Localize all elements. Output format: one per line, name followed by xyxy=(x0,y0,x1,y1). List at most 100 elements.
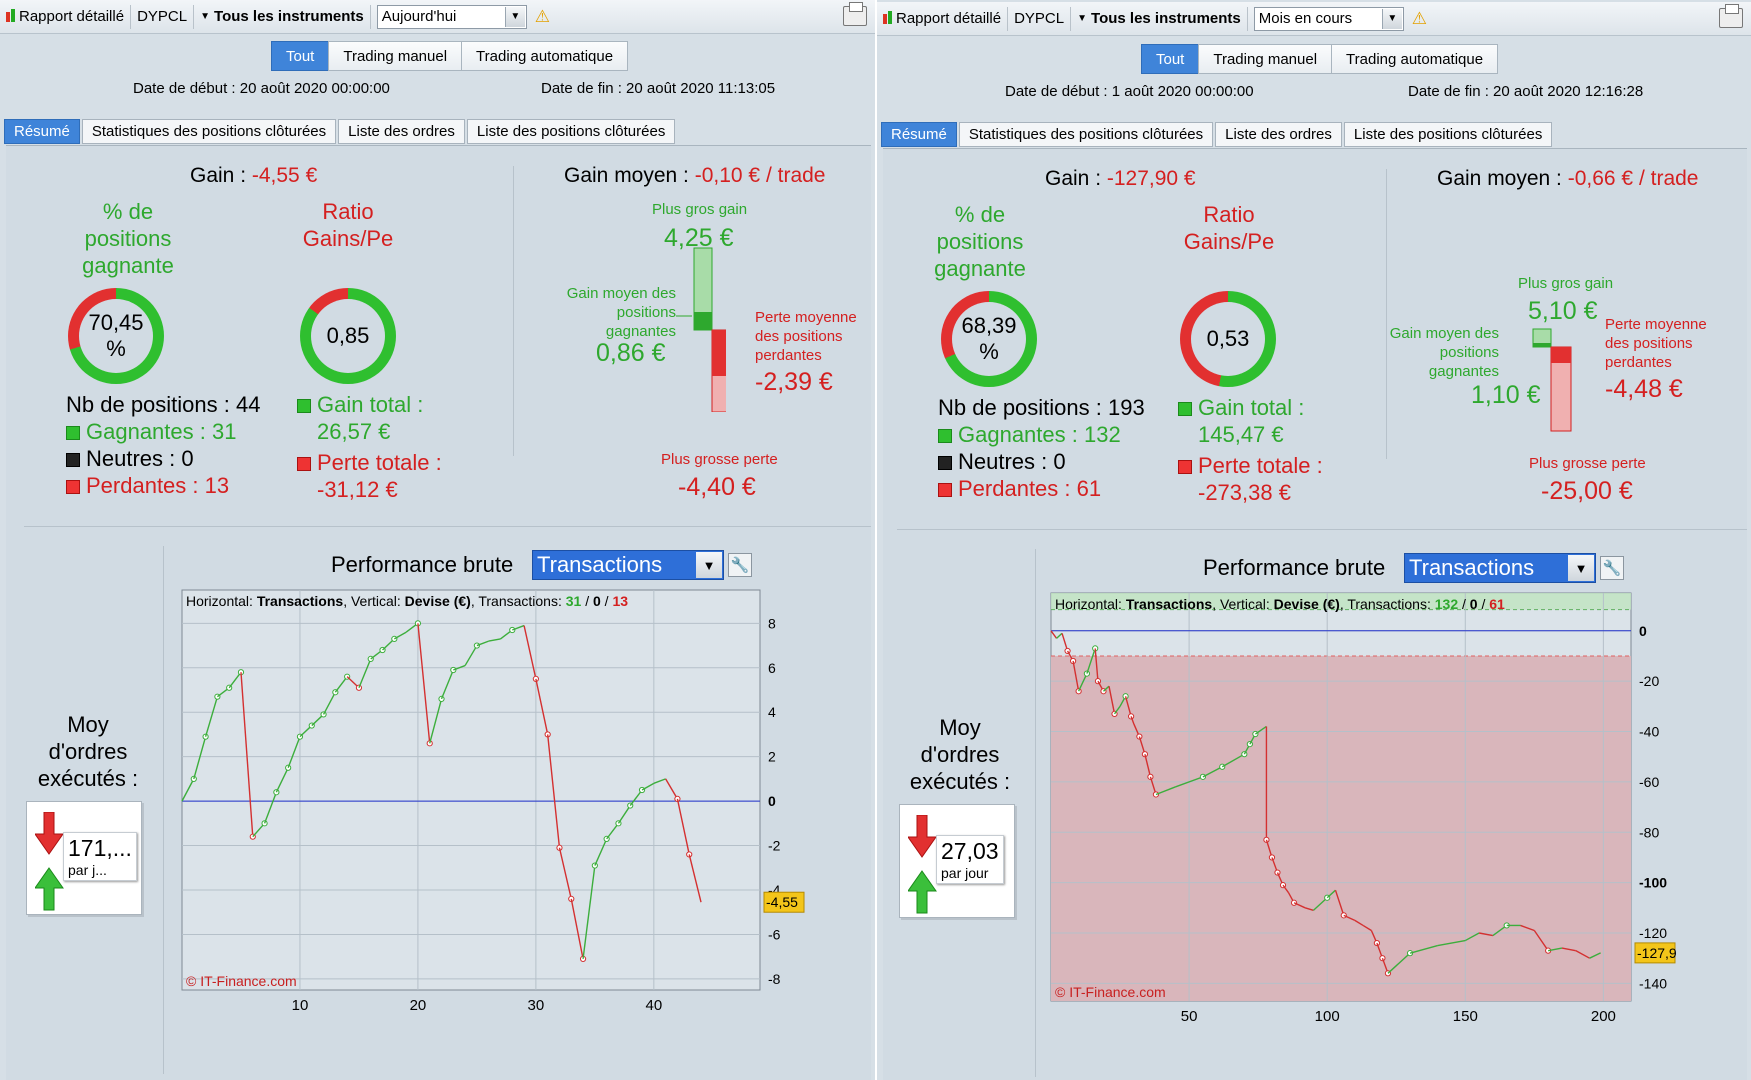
segment-auto[interactable]: Trading automatique xyxy=(1331,44,1499,74)
equity-segment xyxy=(1343,914,1356,922)
tab-summary[interactable]: Résumé xyxy=(881,122,957,147)
segment-all[interactable]: Tout xyxy=(271,41,330,71)
data-point xyxy=(1373,939,1381,947)
nb-positions-value: 44 xyxy=(235,392,261,417)
ratio-line2: Gains/Pe xyxy=(1183,229,1275,254)
equity-segment xyxy=(1387,952,1411,974)
instruments-dropdown[interactable]: ▼ Tous les instruments xyxy=(194,4,371,29)
tab-orders[interactable]: Liste des ordres xyxy=(1215,122,1342,147)
divider xyxy=(1386,169,1387,459)
tab-closed-stats[interactable]: Statistiques des positions clôturées xyxy=(81,119,337,144)
losers-value: 61 xyxy=(1076,476,1102,501)
segment-manual[interactable]: Trading manuel xyxy=(1198,44,1333,74)
ratio-title: Ratio Gains/Pe xyxy=(1169,201,1289,255)
avg-orders-title: Moy d'ordres exécutés : xyxy=(28,711,148,792)
avg-loss-bar xyxy=(1551,347,1571,363)
up-arrow-icon xyxy=(908,870,937,914)
pct-winning-line1: % de xyxy=(102,199,154,224)
tab-closed-list[interactable]: Liste des positions clôturées xyxy=(1343,122,1553,147)
dropdown-arrow-icon[interactable]: ▼ xyxy=(696,552,722,578)
instruments-dropdown[interactable]: ▼ Tous les instruments xyxy=(1071,6,1248,31)
chart-header-part: / xyxy=(1458,596,1470,612)
report-panel-right: Rapport détaillé DYPCL ▼ Tous les instrum… xyxy=(877,0,1751,1080)
equity-segment xyxy=(1589,952,1601,959)
equity-segment xyxy=(1575,950,1590,959)
performance-title: Performance brute xyxy=(331,552,514,577)
report-button[interactable]: Rapport détaillé xyxy=(0,4,132,29)
printer-icon[interactable] xyxy=(843,2,867,26)
last-value-text: -127,9 xyxy=(1637,945,1677,961)
nb-positions-value: 193 xyxy=(1107,395,1145,420)
nb-positions: Nb de positions : 193 xyxy=(938,395,1145,421)
gain-total-label: Gain total : xyxy=(317,392,424,417)
chart-header-part: , Vertical: xyxy=(1212,596,1273,612)
period-select[interactable]: Aujourd'hui ▼ xyxy=(376,4,527,29)
segment-all[interactable]: Tout xyxy=(1141,44,1200,74)
equity-segment xyxy=(688,854,702,903)
chart-header: Horizontal: Transactions, Vertical: Devi… xyxy=(186,593,628,609)
report-button[interactable]: Rapport détaillé xyxy=(877,6,1009,31)
gain-total-label: Gain total : xyxy=(1198,395,1305,420)
equity-segment xyxy=(523,625,537,680)
report-panel-left: Rapport détaillé DYPCL ▼ Tous les instrum… xyxy=(0,0,875,1080)
tab-closed-stats[interactable]: Statistiques des positions clôturées xyxy=(958,122,1214,147)
equity-segment xyxy=(1437,939,1466,947)
equity-segment xyxy=(429,698,443,744)
x-tick-label: 20 xyxy=(410,997,427,1014)
neutral-count: Neutres : 0 xyxy=(938,449,1066,475)
gain-loss-bars xyxy=(1532,328,1572,432)
warning-icon[interactable]: ⚠ xyxy=(534,6,551,26)
perte-totale-label: Perte totale : xyxy=(317,450,442,475)
perte-totale-label: Perte totale : xyxy=(1198,453,1323,478)
gain-total-value: 26,57 € xyxy=(317,419,391,444)
tab-summary[interactable]: Résumé xyxy=(4,119,80,144)
summary-content: Gain : -127,90 € % de positions gagnante… xyxy=(883,148,1747,1080)
y-tick-label: 0 xyxy=(1639,623,1647,639)
red-square-icon xyxy=(297,457,311,471)
equity-segment xyxy=(1086,648,1096,674)
pct-winning-title: % de positions gagnante xyxy=(910,201,1050,282)
tab-bar: Résumé Statistiques des positions clôtur… xyxy=(881,122,1554,147)
tab-orders[interactable]: Liste des ordres xyxy=(338,119,465,144)
equity-segment xyxy=(1124,696,1132,717)
performance-select[interactable]: Transactions ▼ xyxy=(532,550,724,580)
performance-select[interactable]: Transactions ▼ xyxy=(1404,553,1596,583)
tab-closed-list[interactable]: Liste des positions clôturées xyxy=(466,119,676,144)
equity-segment xyxy=(1362,924,1372,932)
losers-count: Perdantes : 13 xyxy=(66,473,229,499)
wrench-icon[interactable]: 🔧 xyxy=(1600,556,1624,580)
dropdown-arrow-icon[interactable]: ▼ xyxy=(1568,555,1594,581)
account-button[interactable]: DYPCL xyxy=(131,4,195,29)
section-divider xyxy=(897,529,1747,530)
equity-segment xyxy=(594,838,608,866)
avg-orders-value: 27,03 par jour xyxy=(936,835,1004,884)
equity-segment xyxy=(488,638,501,642)
divider xyxy=(513,166,514,456)
green-square-icon xyxy=(297,399,311,413)
warning-icon[interactable]: ⚠ xyxy=(1411,8,1428,28)
biggest-gain-value: 4,25 € xyxy=(664,224,734,252)
x-tick-label: 50 xyxy=(1181,1008,1198,1025)
avg-gain-value: -0,66 € / trade xyxy=(1567,167,1699,190)
account-button[interactable]: DYPCL xyxy=(1008,6,1072,31)
equity-segment xyxy=(334,676,348,693)
dropdown-arrow-icon[interactable]: ▼ xyxy=(504,6,525,27)
avg-loss-pos-label: Perte moyenne des positions perdantes xyxy=(755,308,857,365)
pct-winning-title: % de positions gagnante xyxy=(58,198,198,279)
y-tick-label: -2 xyxy=(768,838,781,854)
y-tick-label: -100 xyxy=(1639,875,1667,891)
chart-header-part: Horizontal: xyxy=(186,593,257,609)
ratio-value: 0,53 xyxy=(1191,302,1265,376)
biggest-loss-value: -25,00 € xyxy=(1541,477,1633,505)
printer-icon[interactable] xyxy=(1719,4,1743,28)
period-select[interactable]: Mois en cours ▼ xyxy=(1253,6,1404,31)
winners-value: 132 xyxy=(1083,422,1121,447)
wrench-icon[interactable]: 🔧 xyxy=(728,553,752,577)
avg-gain-bar xyxy=(694,312,712,330)
segment-auto[interactable]: Trading automatique xyxy=(461,41,629,71)
avg-gain-label: Gain moyen : xyxy=(1437,167,1568,190)
x-tick-label: 40 xyxy=(645,997,662,1014)
equity-segment xyxy=(1072,660,1080,692)
dropdown-arrow-icon[interactable]: ▼ xyxy=(1381,8,1402,29)
segment-manual[interactable]: Trading manuel xyxy=(328,41,463,71)
